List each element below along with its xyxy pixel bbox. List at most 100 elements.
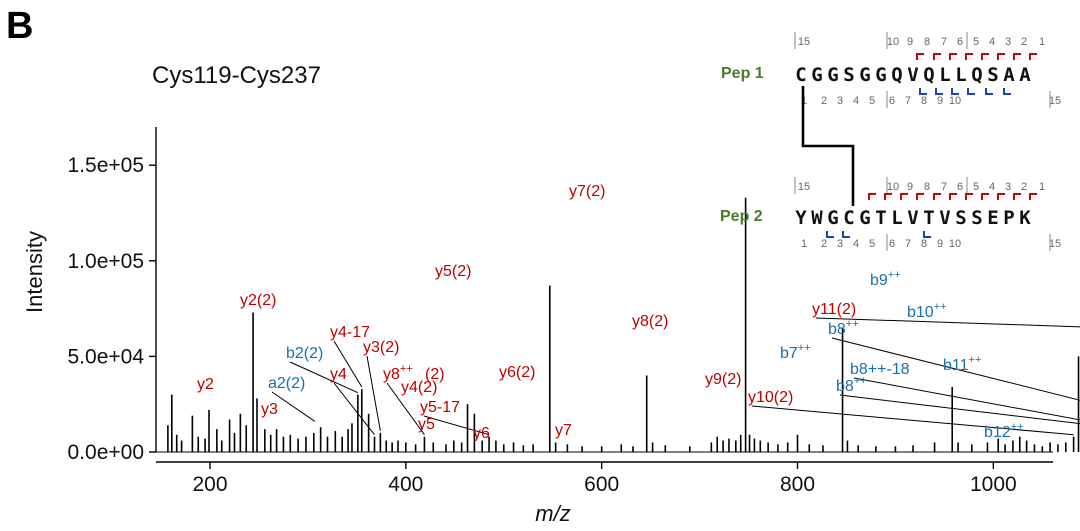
y-fragment-bracket xyxy=(900,193,908,200)
y-tick-label: 1.0e+05 xyxy=(68,250,145,273)
b-fragment-bracket xyxy=(919,88,927,95)
residue: S xyxy=(955,207,966,229)
y-fragment-bracket xyxy=(1013,53,1021,60)
y-fragment-bracket xyxy=(965,53,973,60)
residue: G xyxy=(859,207,870,229)
position-number-top: 10 xyxy=(887,181,899,193)
residue: G xyxy=(827,64,838,86)
position-number-bottom: 5 xyxy=(869,238,875,250)
annotation-leader xyxy=(366,355,381,431)
ion-label: y5-17 xyxy=(420,399,460,416)
disulfide-link xyxy=(801,86,855,206)
b-fragment-bracket xyxy=(967,88,975,95)
position-number-top: 3 xyxy=(1005,36,1011,48)
y-fragment-bracket xyxy=(949,193,957,200)
ion-label: y4-17 xyxy=(330,324,370,341)
ion-label: y11(2) xyxy=(812,301,856,318)
x-ticks: 200400600800100012001400 xyxy=(192,462,1017,496)
position-number-bottom: 5 xyxy=(869,95,875,107)
position-number-top: 8 xyxy=(924,181,930,193)
residue: G xyxy=(875,64,886,86)
position-number-top: 5 xyxy=(973,181,979,193)
residue: G xyxy=(859,64,870,86)
position-number-bottom: 9 xyxy=(937,238,943,250)
residue: Q xyxy=(891,64,902,86)
residue: C xyxy=(795,64,806,86)
pep2-numbers: 15 10 9 8 7 6 5 4 3 2 11 2 3 4 5 6 7 8 9 10 15 xyxy=(794,177,1061,251)
pep1-name: Pep 1 xyxy=(721,65,764,82)
y-fragment-bracket xyxy=(1013,193,1021,200)
y-fragment-bracket xyxy=(981,193,989,200)
position-number-top: 2 xyxy=(1021,36,1027,48)
y-tick-label: 1.5e+05 xyxy=(68,154,145,177)
ion-label: y9(2) xyxy=(705,371,741,388)
residue: T xyxy=(875,207,886,229)
y-fragment-bracket xyxy=(868,193,876,200)
position-number-top: 9 xyxy=(907,36,913,48)
x-tick-label: 800 xyxy=(780,473,815,496)
x-tick-label: 600 xyxy=(584,473,619,496)
ion-label: b8++ xyxy=(828,318,859,338)
ion-label: a2(2) xyxy=(268,375,305,392)
position-number-top: 2 xyxy=(1021,181,1027,193)
position-number-top: 6 xyxy=(957,36,963,48)
position-number-top: 7 xyxy=(941,181,947,193)
y-fragment-bracket xyxy=(997,53,1005,60)
ion-label: b10++ xyxy=(907,301,947,321)
ion-label: y8(2) xyxy=(632,313,668,330)
y-fragment-bracket xyxy=(884,193,892,200)
ion-label: y3 xyxy=(261,401,278,418)
y-fragment-bracket xyxy=(965,193,973,200)
residue: A xyxy=(1019,64,1031,86)
ion-label: (2) xyxy=(425,366,445,383)
x-axis-label: m/z xyxy=(535,501,570,526)
b-fragment-bracket xyxy=(951,88,959,95)
annotation-leader xyxy=(853,377,1080,421)
residue: W xyxy=(811,207,823,229)
y-fragment-bracket xyxy=(916,193,924,200)
residue: T xyxy=(923,207,934,229)
fragment-brackets xyxy=(826,53,1037,238)
annotation-leaders xyxy=(271,317,1080,436)
residue: S xyxy=(843,64,854,86)
b-fragment-bracket xyxy=(935,88,943,95)
ion-label: y5(2) xyxy=(435,263,471,280)
x-tick-label: 400 xyxy=(388,473,423,496)
position-number-bottom: 8 xyxy=(921,238,927,250)
residue: Q xyxy=(923,64,934,86)
residue: G xyxy=(827,207,838,229)
residue: S xyxy=(987,64,998,86)
position-number-top: 1 xyxy=(1039,36,1045,48)
position-number-top: 7 xyxy=(941,36,947,48)
position-number-bottom: 15 xyxy=(1049,238,1061,250)
annotation-leader xyxy=(333,340,363,388)
position-number-top: 15 xyxy=(798,36,810,48)
position-number-bottom: 10 xyxy=(949,95,961,107)
position-number-bottom: 7 xyxy=(905,238,911,250)
chart-title: Cys119-Cys237 xyxy=(152,62,321,89)
residue: C xyxy=(843,207,854,229)
residue: A xyxy=(1003,64,1015,86)
residue: P xyxy=(1003,207,1014,229)
position-number-bottom: 1 xyxy=(801,238,807,250)
annotation-leader xyxy=(751,405,1074,436)
ion-label: b8++ xyxy=(836,375,867,395)
ion-label: y6 xyxy=(473,425,490,442)
b-fragment-bracket xyxy=(826,231,834,238)
y-fragment-bracket xyxy=(933,193,941,200)
residue: V xyxy=(939,207,950,229)
annotation-leader xyxy=(289,361,359,394)
y-ticks: 0.0e+00 5.0e+04 1.0e+05 1.5e+05 xyxy=(68,154,156,464)
residue: K xyxy=(1019,207,1031,229)
position-number-top: 5 xyxy=(973,36,979,48)
y-fragment-bracket xyxy=(981,53,989,60)
ion-label: b9++ xyxy=(870,269,901,289)
annotation-leader xyxy=(839,394,1080,425)
position-number-bottom: 3 xyxy=(837,238,843,250)
pep2-name: Pep 2 xyxy=(720,208,763,225)
ion-label: y7(2) xyxy=(569,183,605,200)
annotation-leader xyxy=(386,382,425,435)
ion-label: y8++ xyxy=(383,363,413,383)
b-fragment-bracket xyxy=(1003,88,1011,95)
